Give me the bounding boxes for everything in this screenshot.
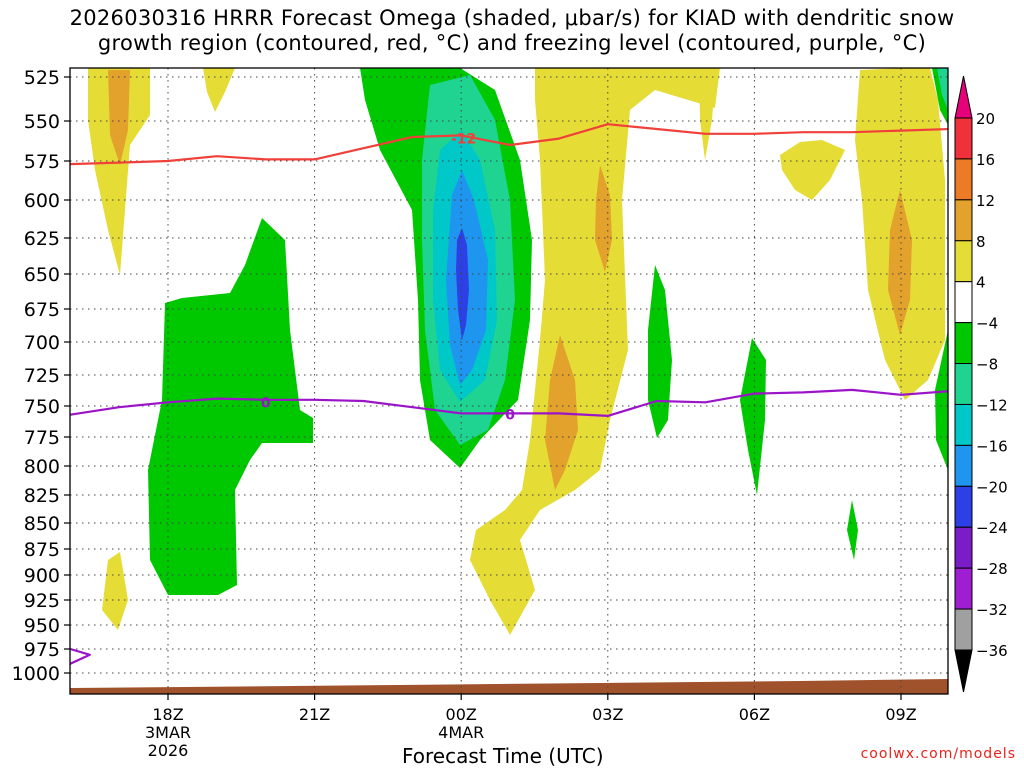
omega-band-neg12toneg8	[937, 68, 948, 110]
x-tick-date: 4MAR	[438, 723, 484, 742]
colorbar: 20 16 12 8 4 −4 −8 −12 −16 −20 −24 −28 −32 −36	[954, 75, 1008, 693]
omega-band-4to8	[780, 140, 845, 200]
omega-band-neg24toneg20	[456, 228, 469, 340]
omega-shading	[70, 68, 948, 694]
colorbar-bin	[954, 363, 973, 405]
x-axis-title: Forecast Time (UTC)	[402, 744, 604, 768]
y-tick-label: 825	[24, 485, 60, 507]
ground-terrain	[70, 679, 948, 694]
omega-band-4to8	[699, 68, 716, 160]
isotherm-line-0	[70, 123, 948, 166]
colorbar-bin	[954, 403, 973, 446]
y-tick-label: 575	[24, 151, 60, 173]
omega-band-4to8	[203, 68, 235, 112]
y-tick-label: 700	[24, 332, 60, 354]
x-tick-label: 09Z	[885, 705, 916, 724]
colorbar-label: −24	[976, 519, 1008, 537]
colorbar-label: −32	[976, 601, 1008, 619]
isotherm-label: 0	[505, 408, 515, 424]
colorbar-label: −8	[976, 356, 998, 374]
colorbar-bin	[954, 199, 973, 242]
colorbar-bin	[954, 281, 973, 324]
chart-title-line-2: growth region (contoured, red, °C) and f…	[97, 31, 927, 55]
colorbar-label: −36	[976, 642, 1008, 660]
isotherm-label: -12	[451, 132, 476, 148]
colorbar-label: 4	[976, 274, 986, 292]
isotherm-line-1	[70, 388, 948, 417]
y-tick-label: 1000	[12, 663, 60, 685]
colorbar-label: −28	[976, 560, 1008, 578]
y-tick-label: 600	[24, 190, 60, 212]
colorbar-bin	[954, 117, 973, 160]
colorbar-bottom-arrow	[954, 649, 973, 693]
omega-band-neg8toneg4	[847, 500, 858, 560]
colorbar-bin	[954, 567, 973, 610]
colorbar-bin	[954, 158, 973, 201]
x-tick-label: 18Z	[152, 705, 183, 724]
colorbar-bin	[954, 485, 973, 528]
isotherm-lines: -12 0 0	[70, 123, 948, 666]
colorbar-label: 16	[976, 151, 995, 169]
watermark-text[interactable]: coolwx.com/models	[860, 746, 1016, 762]
y-tick-label: 625	[24, 228, 60, 250]
colorbar-bin	[954, 322, 973, 365]
colorbar-label: −4	[976, 315, 998, 333]
colorbar-label: −12	[976, 396, 1008, 414]
x-tick-label: 03Z	[592, 705, 623, 724]
chart-title: 2026030316 HRRR Forecast Omega (shaded, …	[0, 6, 1024, 56]
x-tick-label: 00Z	[446, 705, 477, 724]
y-tick-label: 725	[24, 365, 60, 387]
colorbar-label: −16	[976, 437, 1008, 455]
y-tick-label: 925	[24, 590, 60, 612]
omega-band-8to12	[108, 70, 130, 165]
y-tick-label: 525	[24, 67, 60, 89]
omega-band-neg8toneg4	[740, 338, 766, 495]
colorbar-bin	[954, 608, 973, 651]
omega-band-neg8toneg4	[148, 218, 313, 595]
omega-band-4to8	[88, 68, 150, 275]
plot-grid	[70, 68, 948, 694]
omega-band-8to12	[888, 190, 912, 335]
x-tick-label: 06Z	[739, 705, 770, 724]
colorbar-bin	[954, 526, 973, 569]
colorbar-label: 12	[976, 192, 995, 210]
y-axis: 525 550 575 600 625 650 675 700 725 750 775 800 825 8…	[12, 67, 70, 685]
colorbar-top-arrow	[954, 75, 973, 119]
plot-frame	[69, 67, 949, 695]
y-tick-label: 875	[24, 539, 60, 561]
y-tick-label: 850	[24, 513, 60, 535]
colorbar-label: 8	[976, 233, 986, 251]
colorbar-label: −20	[976, 478, 1008, 496]
y-tick-label: 750	[24, 396, 60, 418]
y-tick-label: 950	[24, 615, 60, 637]
omega-band-4to8	[102, 552, 128, 630]
y-tick-label: 675	[24, 299, 60, 321]
y-tick-label: 975	[24, 639, 60, 661]
colorbar-label: 20	[976, 110, 995, 128]
omega-band-4to8	[470, 68, 720, 635]
isotherm-label: 0	[261, 395, 271, 411]
y-tick-label: 775	[24, 427, 60, 449]
isotherm-line-2	[70, 647, 91, 666]
omega-band-neg8toneg4	[935, 330, 948, 470]
y-tick-label: 900	[24, 565, 60, 587]
x-tick-date: 3MAR	[145, 723, 191, 742]
chart-title-line-1: 2026030316 HRRR Forecast Omega (shaded, …	[69, 6, 955, 30]
colorbar-bin	[954, 240, 973, 283]
y-tick-label: 550	[24, 111, 60, 133]
omega-band-8to12	[595, 165, 612, 272]
colorbar-bin	[954, 444, 973, 487]
y-tick-label: 650	[24, 264, 60, 286]
x-tick-year: 2026	[148, 741, 189, 760]
y-tick-label: 800	[24, 456, 60, 478]
omega-band-neg8toneg4	[648, 265, 672, 438]
x-tick-label: 21Z	[299, 705, 330, 724]
